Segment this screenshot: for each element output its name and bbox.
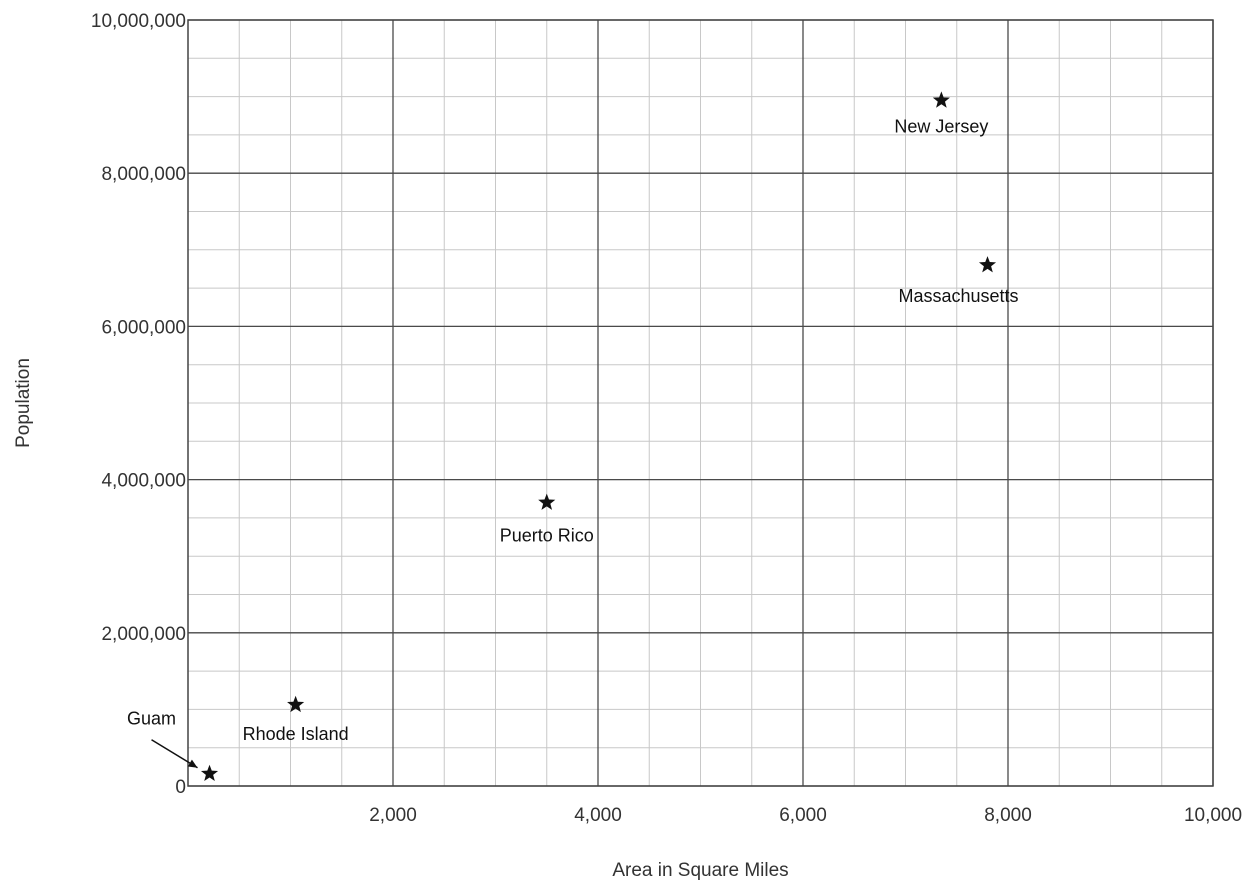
y-tick-label: 4,000,000 [101, 471, 186, 492]
star-marker-massachusetts [978, 256, 997, 273]
guam-arrow-head [187, 759, 198, 768]
x-axis-ticks: 2,000 4,000 6,000 8,000 10,000 [369, 805, 1242, 826]
x-tick-label: 6,000 [779, 805, 827, 826]
major-grid [188, 19, 1214, 787]
y-axis-title: Population [13, 358, 34, 448]
point-label-rhode-island: Rhode Island [243, 724, 349, 744]
y-tick-label: 6,000,000 [101, 317, 186, 338]
star-marker-guam [200, 764, 219, 782]
minor-grid [188, 20, 1213, 786]
y-axis-ticks: 0 2,000,000 4,000,000 6,000,000 8,000,000 10,… [91, 11, 186, 798]
y-tick-label: 8,000,000 [101, 164, 186, 185]
x-tick-label: 4,000 [574, 805, 622, 826]
x-tick-label: 8,000 [984, 805, 1032, 826]
point-label-guam: Guam [127, 709, 176, 729]
data-points: Guam Rhode Island Puerto Rico New Jersey Mas… [127, 91, 1019, 782]
star-marker-rhode-island [287, 695, 305, 713]
x-axis-title: Area in Square Miles [612, 860, 788, 881]
x-tick-label: 10,000 [1184, 805, 1242, 826]
x-tick-label: 2,000 [369, 805, 417, 826]
plot-frame [187, 19, 1214, 787]
point-label-new-jersey: New Jersey [894, 116, 988, 136]
point-label-puerto-rico: Puerto Rico [500, 526, 594, 546]
y-tick-label: 10,000,000 [91, 11, 186, 32]
star-marker-new-jersey [932, 91, 950, 108]
y-tick-label: 2,000,000 [101, 624, 186, 645]
y-tick-label: 0 [175, 777, 186, 798]
star-marker-puerto-rico [538, 493, 556, 510]
point-label-massachusetts: Massachusetts [898, 286, 1018, 306]
